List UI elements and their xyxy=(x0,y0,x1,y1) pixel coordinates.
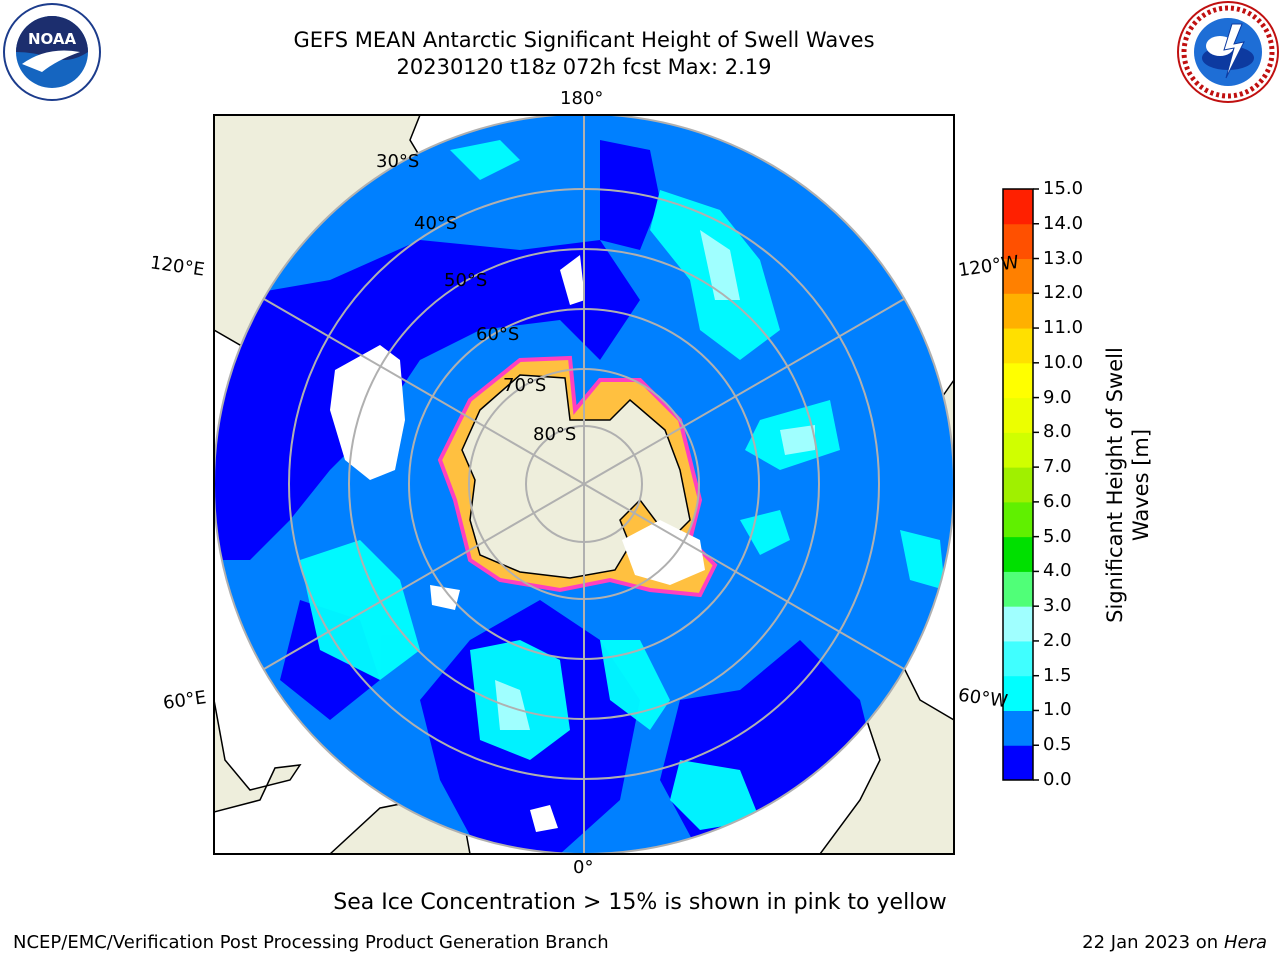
sea-ice-note: Sea Ice Concentration > 15% is shown in … xyxy=(333,890,947,915)
graticule xyxy=(214,115,954,854)
colorbar-swatch xyxy=(1003,258,1033,294)
colorbar-swatch xyxy=(1003,293,1033,329)
national-weather-service-logo xyxy=(1177,1,1279,103)
colorbar-swatch xyxy=(1003,189,1033,225)
colorbar-tick-label: 15.0 xyxy=(1043,178,1084,199)
colorbar-swatch xyxy=(1003,362,1033,399)
colorbar-tick-label: 1.0 xyxy=(1043,699,1072,721)
colorbar-swatch xyxy=(1003,536,1033,572)
colorbar-tick-label: 11.0 xyxy=(1043,317,1084,339)
colorbar-tick-label: 0.5 xyxy=(1043,734,1072,756)
colorbar-tick-label: 14.0 xyxy=(1043,212,1084,234)
colorbar-swatch xyxy=(1003,640,1033,677)
ice-shelf xyxy=(622,520,705,585)
colorbar-swatch xyxy=(1003,675,1033,711)
lat-label-30s: 30°S xyxy=(376,151,420,172)
map-frame xyxy=(213,114,955,855)
svg-text:NOAA: NOAA xyxy=(28,30,77,48)
swell-light-cyan-zones xyxy=(495,230,815,730)
colorbar-tick-label: 13.0 xyxy=(1043,247,1084,269)
colorbar-frame xyxy=(1002,188,1034,781)
colorbar-swatch xyxy=(1003,571,1033,607)
lat-label-50s: 50°S xyxy=(444,270,488,291)
lon-label-bottom: 0° xyxy=(573,857,594,878)
lat-label-80s: 80°S xyxy=(533,424,577,445)
colorbar-tick-label: 8.0 xyxy=(1043,421,1072,443)
lon-label-top: 180° xyxy=(560,88,604,109)
footer-date: 22 Jan 2023 on Hera xyxy=(1082,932,1267,953)
colorbar-tick-label: 9.0 xyxy=(1043,386,1072,408)
colorbar-swatch xyxy=(1003,467,1033,503)
colorbar-tick-label: 7.0 xyxy=(1043,456,1072,478)
colorbar-swatch xyxy=(1003,432,1033,468)
footer-credit: NCEP/EMC/Verification Post Processing Pr… xyxy=(13,932,609,953)
lat-label-60s: 60°S xyxy=(476,324,520,345)
colorbar-tick-label: 6.0 xyxy=(1043,490,1072,512)
colorbar xyxy=(1002,188,1039,781)
footer-host: Hera xyxy=(1223,932,1267,953)
title-line-2: 20230120 t18z 072h fcst Max: 2.19 xyxy=(396,55,772,79)
colorbar-swatch xyxy=(1003,606,1033,642)
colorbar-swatch xyxy=(1003,501,1033,538)
colorbar-swatch xyxy=(1003,223,1033,260)
colorbar-swatch xyxy=(1003,328,1033,364)
colorbar-tick-label: 1.5 xyxy=(1043,664,1072,686)
title-line-1: GEFS MEAN Antarctic Significant Height o… xyxy=(293,28,875,52)
no-data-areas xyxy=(330,255,585,832)
footer-date-text: 22 Jan 2023 on xyxy=(1082,932,1219,953)
noaa-logo: NOAA xyxy=(3,3,101,101)
lat-label-70s: 70°S xyxy=(503,375,547,396)
colorbar-swatch xyxy=(1003,710,1033,746)
colorbar-tick-label: 3.0 xyxy=(1043,595,1072,617)
lat-label-40s: 40°S xyxy=(414,213,458,234)
colorbar-swatch xyxy=(1003,397,1033,433)
colorbar-tick-label: 12.0 xyxy=(1043,282,1084,304)
colorbar-tick-label: 10.0 xyxy=(1043,351,1084,373)
colorbar-tick-label: 4.0 xyxy=(1043,560,1072,582)
colorbar-tick-label: 2.0 xyxy=(1043,629,1072,651)
colorbar-tick-label: 5.0 xyxy=(1043,525,1072,547)
colorbar-swatch xyxy=(1003,745,1033,781)
colorbar-title: Significant Height of Swell Waves [m] xyxy=(1103,347,1153,623)
colorbar-tick-label: 0.0 xyxy=(1043,769,1072,790)
